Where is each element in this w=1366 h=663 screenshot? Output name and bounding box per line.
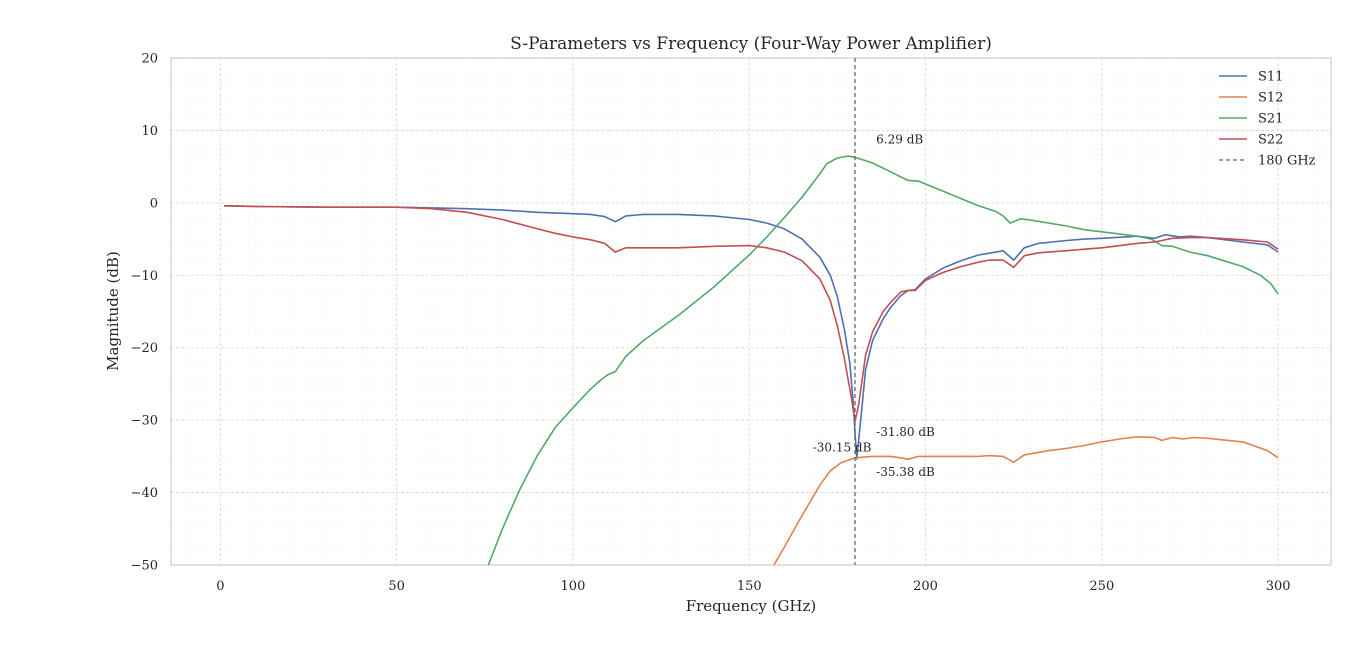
x-tick-label: 50 <box>388 579 405 594</box>
y-tick-label: −20 <box>131 341 158 356</box>
chart-title: S-Parameters vs Frequency (Four-Way Powe… <box>510 34 992 54</box>
legend-label: S11 <box>1258 70 1283 85</box>
series-line-s21 <box>487 155 1279 565</box>
x-tick-label: 250 <box>1089 579 1114 594</box>
y-tick-label: −50 <box>131 559 158 574</box>
y-axis-label: Magnitude (dB) <box>104 251 122 371</box>
y-tick-label: 0 <box>150 196 158 211</box>
annotation-label: -35.38 dB <box>876 465 935 479</box>
annotation-label: -30.15 dB <box>813 440 872 454</box>
legend: S11 S12 S21 S22 180 GHz <box>1219 70 1316 169</box>
series-line-s12 <box>773 436 1279 565</box>
x-tick-label: 300 <box>1266 579 1291 594</box>
y-tick-label: −30 <box>131 414 158 429</box>
x-tick-label: 100 <box>561 579 586 594</box>
y-tick-label: 10 <box>141 124 158 139</box>
y-tick-label: 20 <box>141 52 158 67</box>
legend-label: S22 <box>1258 133 1283 148</box>
series-line-s11 <box>223 205 1279 460</box>
plot-frame <box>170 57 1332 566</box>
legend-label: S21 <box>1258 112 1283 127</box>
series-line-s22 <box>223 205 1279 422</box>
legend-label: S12 <box>1258 91 1283 106</box>
annotation-label: 6.29 dB <box>876 132 923 146</box>
y-tick-label: −40 <box>131 486 158 501</box>
annotation-label: -31.80 dB <box>876 425 935 439</box>
y-tick-label: −10 <box>131 269 158 284</box>
series-layer <box>223 58 1279 565</box>
x-axis-label: Frequency (GHz) <box>686 597 817 615</box>
x-tick-label: 200 <box>913 579 938 594</box>
x-tick-label: 0 <box>216 579 224 594</box>
legend-label: 180 GHz <box>1258 154 1316 169</box>
annotations: 6.29 dB -31.80 dB -30.15 dB -35.38 dB <box>813 132 935 478</box>
grid <box>171 58 1331 565</box>
x-tick-label: 150 <box>737 579 762 594</box>
